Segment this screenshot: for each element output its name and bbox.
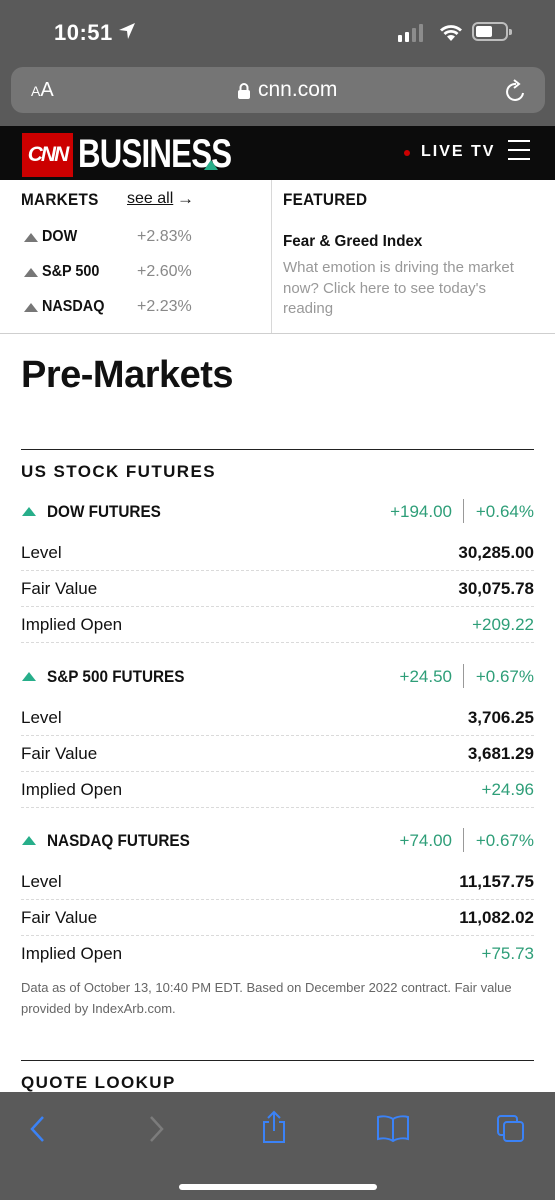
separator: [463, 828, 464, 852]
market-index-sp500[interactable]: S&P 500 +2.60%: [21, 262, 261, 284]
up-triangle-icon: [24, 268, 38, 277]
markets-panel: MARKETS see all → DOW +2.83% S&P 500 +2.…: [0, 180, 272, 333]
futures-row: Implied Open +24.96: [21, 772, 534, 808]
futures-header-dow: DOW FUTURES +194.00 +0.64%: [21, 498, 534, 528]
futures-row: Fair Value 30,075.78: [21, 571, 534, 607]
reload-icon[interactable]: [505, 79, 527, 103]
cellular-signal-icon: [398, 24, 423, 42]
separator: [463, 664, 464, 688]
futures-row: Implied Open +75.73: [21, 944, 534, 963]
lock-icon: [238, 83, 250, 99]
futures-row: Level 11,157.75: [21, 864, 534, 900]
back-icon[interactable]: [28, 1114, 48, 1144]
futures-row: Level 3,706.25: [21, 700, 534, 736]
page-title: Pre-Markets: [21, 354, 234, 396]
hamburger-icon[interactable]: [508, 140, 530, 167]
site-header: CNN BUSINESS LIVE TV: [0, 126, 555, 180]
up-triangle-icon: [24, 233, 38, 242]
futures-change: +24.50: [399, 667, 452, 686]
futures-percent: +0.67%: [475, 667, 534, 686]
futures-percent: +0.64%: [475, 502, 534, 521]
data-footnote: Data as of October 13, 10:40 PM EDT. Bas…: [21, 980, 512, 1016]
browser-toolbar: AA cnn.com: [0, 66, 555, 126]
markets-featured-strip: MARKETS see all → DOW +2.83% S&P 500 +2.…: [0, 180, 555, 334]
battery-icon: [472, 22, 512, 41]
cnn-logo[interactable]: CNN: [22, 133, 73, 177]
reader-options-button[interactable]: AA: [31, 79, 54, 101]
futures-change: +194.00: [390, 502, 452, 521]
bookmarks-icon[interactable]: [376, 1114, 410, 1142]
futures-row: Fair Value 3,681.29: [21, 736, 534, 772]
futures-header-sp500: S&P 500 FUTURES +24.50 +0.67%: [21, 663, 534, 693]
logo-accent-triangle: [204, 160, 218, 170]
forward-icon[interactable]: [146, 1114, 166, 1144]
live-indicator-dot: [404, 150, 410, 156]
up-triangle-icon: [22, 672, 36, 681]
market-index-dow[interactable]: DOW +2.83%: [21, 227, 261, 249]
section-divider: [21, 449, 534, 450]
featured-heading: FEATURED: [283, 190, 368, 209]
markets-heading: MARKETS: [21, 190, 99, 209]
section-divider: [21, 1060, 534, 1061]
up-triangle-icon: [22, 836, 36, 845]
futures-percent: +0.67%: [475, 831, 534, 850]
futures-row: Level 30,285.00: [21, 535, 534, 571]
status-time: 10:51: [54, 20, 113, 45]
futures-header-nasdaq: NASDAQ FUTURES +74.00 +0.67%: [21, 827, 534, 857]
market-index-nasdaq[interactable]: NASDAQ +2.23%: [21, 297, 261, 319]
location-arrow-icon: [119, 23, 135, 39]
futures-row: Fair Value 11,082.02: [21, 900, 534, 936]
home-indicator[interactable]: [179, 1184, 377, 1190]
status-bar: 10:51: [0, 0, 555, 66]
up-triangle-icon: [24, 303, 38, 312]
quote-lookup-heading: QUOTE LOOKUP: [21, 1073, 176, 1092]
share-icon[interactable]: [260, 1110, 288, 1144]
featured-title[interactable]: Fear & Greed Index: [283, 233, 423, 250]
featured-panel[interactable]: FEATURED Fear & Greed Index What emotion…: [273, 180, 555, 333]
see-all-link[interactable]: see all: [127, 190, 174, 207]
live-tv-link[interactable]: LIVE TV: [421, 143, 496, 160]
tabs-icon[interactable]: [496, 1114, 526, 1144]
arrow-right-icon[interactable]: →: [177, 189, 194, 208]
browser-bottom-toolbar: [0, 1092, 555, 1200]
futures-section-heading: US STOCK FUTURES: [21, 462, 216, 481]
featured-description[interactable]: What emotion is driving the market now? …: [283, 259, 514, 317]
futures-row: Implied Open +209.22: [21, 607, 534, 643]
url-text: cnn.com: [258, 78, 338, 101]
futures-change: +74.00: [399, 831, 452, 850]
up-triangle-icon: [22, 507, 36, 516]
address-bar[interactable]: AA cnn.com: [11, 67, 545, 113]
wifi-icon: [440, 25, 462, 41]
separator: [463, 499, 464, 523]
